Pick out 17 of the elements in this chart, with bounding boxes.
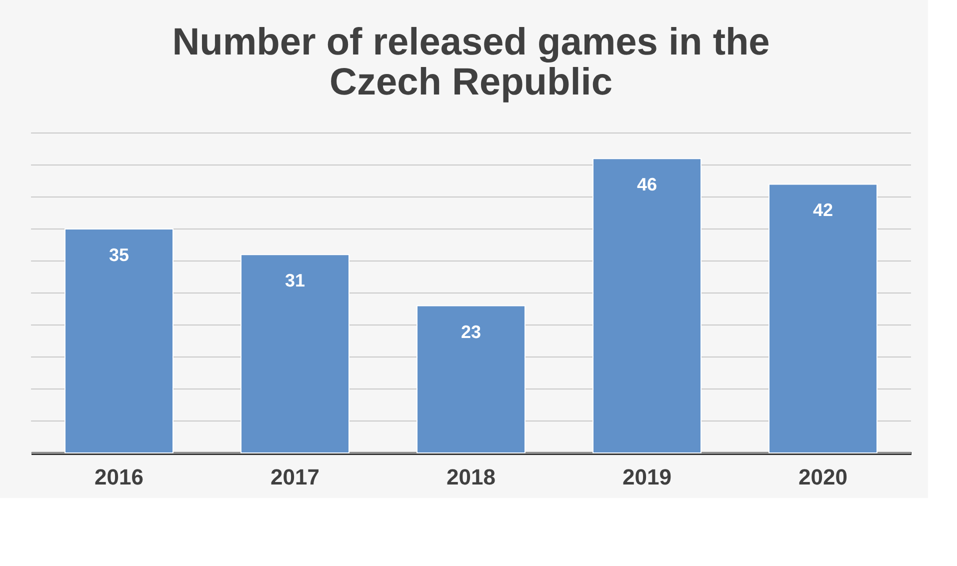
x-tick-label: 2020 [798, 464, 848, 490]
data-label: 46 [636, 174, 658, 195]
x-tick-label: 2019 [622, 464, 672, 490]
x-tick-label: 2017 [270, 464, 320, 490]
bar [240, 254, 350, 454]
x-tick-label: 2016 [94, 464, 144, 490]
bar [416, 305, 526, 454]
bar [768, 184, 878, 454]
data-label: 31 [284, 270, 306, 291]
data-label: 23 [460, 322, 482, 342]
text: Czech Republic [330, 62, 612, 104]
data-label: 35 [108, 245, 130, 265]
text: Number of released games in the [172, 22, 770, 64]
x-tick-label: 2018 [446, 464, 496, 490]
data-label: 42 [812, 200, 834, 220]
bar [592, 158, 702, 454]
bar [64, 228, 174, 454]
